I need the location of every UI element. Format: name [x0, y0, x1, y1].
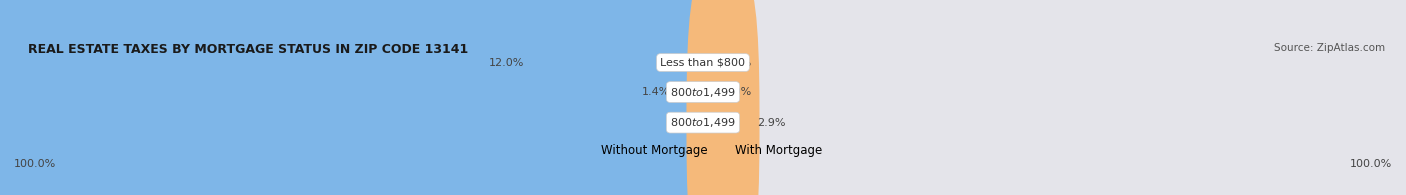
Text: 0.0%: 0.0% [724, 87, 752, 97]
Text: Less than $800: Less than $800 [661, 58, 745, 67]
Legend: Without Mortgage, With Mortgage: Without Mortgage, With Mortgage [579, 139, 827, 161]
Text: REAL ESTATE TAXES BY MORTGAGE STATUS IN ZIP CODE 13141: REAL ESTATE TAXES BY MORTGAGE STATUS IN … [28, 43, 468, 56]
FancyBboxPatch shape [686, 0, 759, 195]
Text: 100.0%: 100.0% [1350, 159, 1392, 169]
Text: 12.0%: 12.0% [488, 58, 524, 67]
Text: 0.0%: 0.0% [724, 58, 752, 67]
Text: 100.0%: 100.0% [14, 159, 56, 169]
FancyBboxPatch shape [668, 0, 720, 195]
Text: 2.9%: 2.9% [756, 118, 785, 128]
FancyBboxPatch shape [0, 0, 720, 195]
FancyBboxPatch shape [522, 0, 720, 195]
Text: 1.4%: 1.4% [641, 87, 669, 97]
Text: Source: ZipAtlas.com: Source: ZipAtlas.com [1274, 43, 1385, 53]
Text: $800 to $1,499: $800 to $1,499 [671, 86, 735, 98]
Text: $800 to $1,499: $800 to $1,499 [671, 116, 735, 129]
